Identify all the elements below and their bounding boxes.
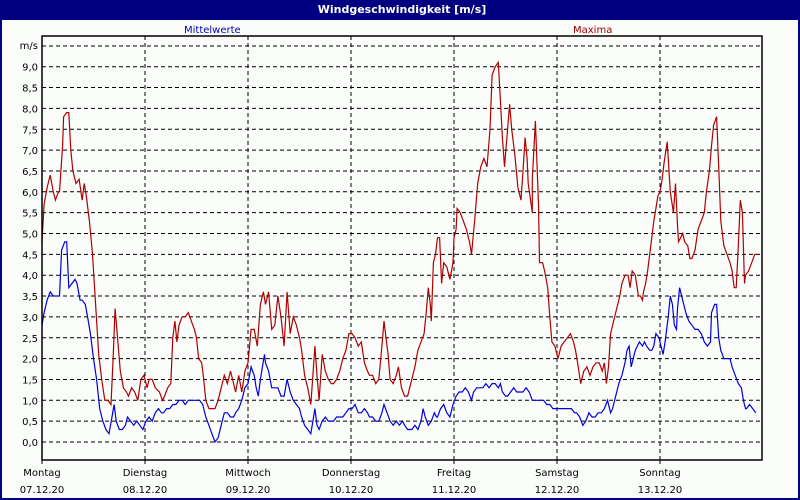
x-tick-day: Samstag [535,468,579,479]
y-tick-label: 2,0 [22,355,38,366]
y-tick-label: 1,5 [22,375,38,386]
y-tick-label: 2,5 [22,334,38,345]
y-tick-label: 9,0 [22,63,38,74]
legend-maxima: Maxima [573,25,613,36]
x-tick-date: 07.12.20 [20,485,65,496]
x-tick-date: 08.12.20 [123,485,168,496]
maxima-line [41,60,758,410]
x-tick-date: 12.12.20 [535,485,580,496]
x-tick-date: 11.12.20 [432,485,477,496]
y-tick-label: 4,5 [22,250,38,261]
y-tick-label: 5,5 [22,209,38,220]
x-tick-date: 10.12.20 [329,485,374,496]
y-axis-labels: 0,0 0,5 1,0 1,5 2,0 2,5 3,0 3,5 4,0 4,5 5,0 5,5 6,0 6… [22,63,38,449]
y-tick-label: 0,0 [22,438,38,449]
y-tick-label: 4,0 [22,271,38,282]
y-axis-unit: m/s [20,41,38,52]
y-tick-label: 8,5 [22,84,38,95]
y-tick-label: 1,0 [22,396,38,407]
y-tick-label: 3,0 [22,313,38,324]
y-tick-label: 0,5 [22,417,38,428]
y-tick-label: 5,0 [22,230,38,241]
x-tick-day: Dienstag [123,468,168,479]
gridlines [41,36,762,464]
y-tick-label: 6,0 [22,188,38,199]
x-tick-date: 09.12.20 [226,485,271,496]
x-tick-day: Mittwoch [225,468,270,479]
x-tick-date: 13.12.20 [638,485,683,496]
y-tick-label: 3,5 [22,292,38,303]
y-tick-label: 7,5 [22,125,38,136]
mittelwerte-line [41,241,757,444]
x-tick-day: Donnerstag [322,468,380,479]
x-tick-day: Montag [23,468,60,479]
y-tick-label: 6,5 [22,167,38,178]
x-axis-labels: Montag 07.12.20 Dienstag 08.12.20 Mittwoch 09… [20,468,683,496]
y-tick-label: 7,0 [22,146,38,157]
x-tick-day: Freitag [437,468,471,479]
plot-border [41,35,763,461]
legend-mittelwerte: Mittelwerte [184,25,241,36]
x-tick-day: Sonntag [639,468,681,479]
chart-title: Windgeschwindigkeit [m/s] [2,0,800,20]
y-tick-label: 8,0 [22,104,38,115]
